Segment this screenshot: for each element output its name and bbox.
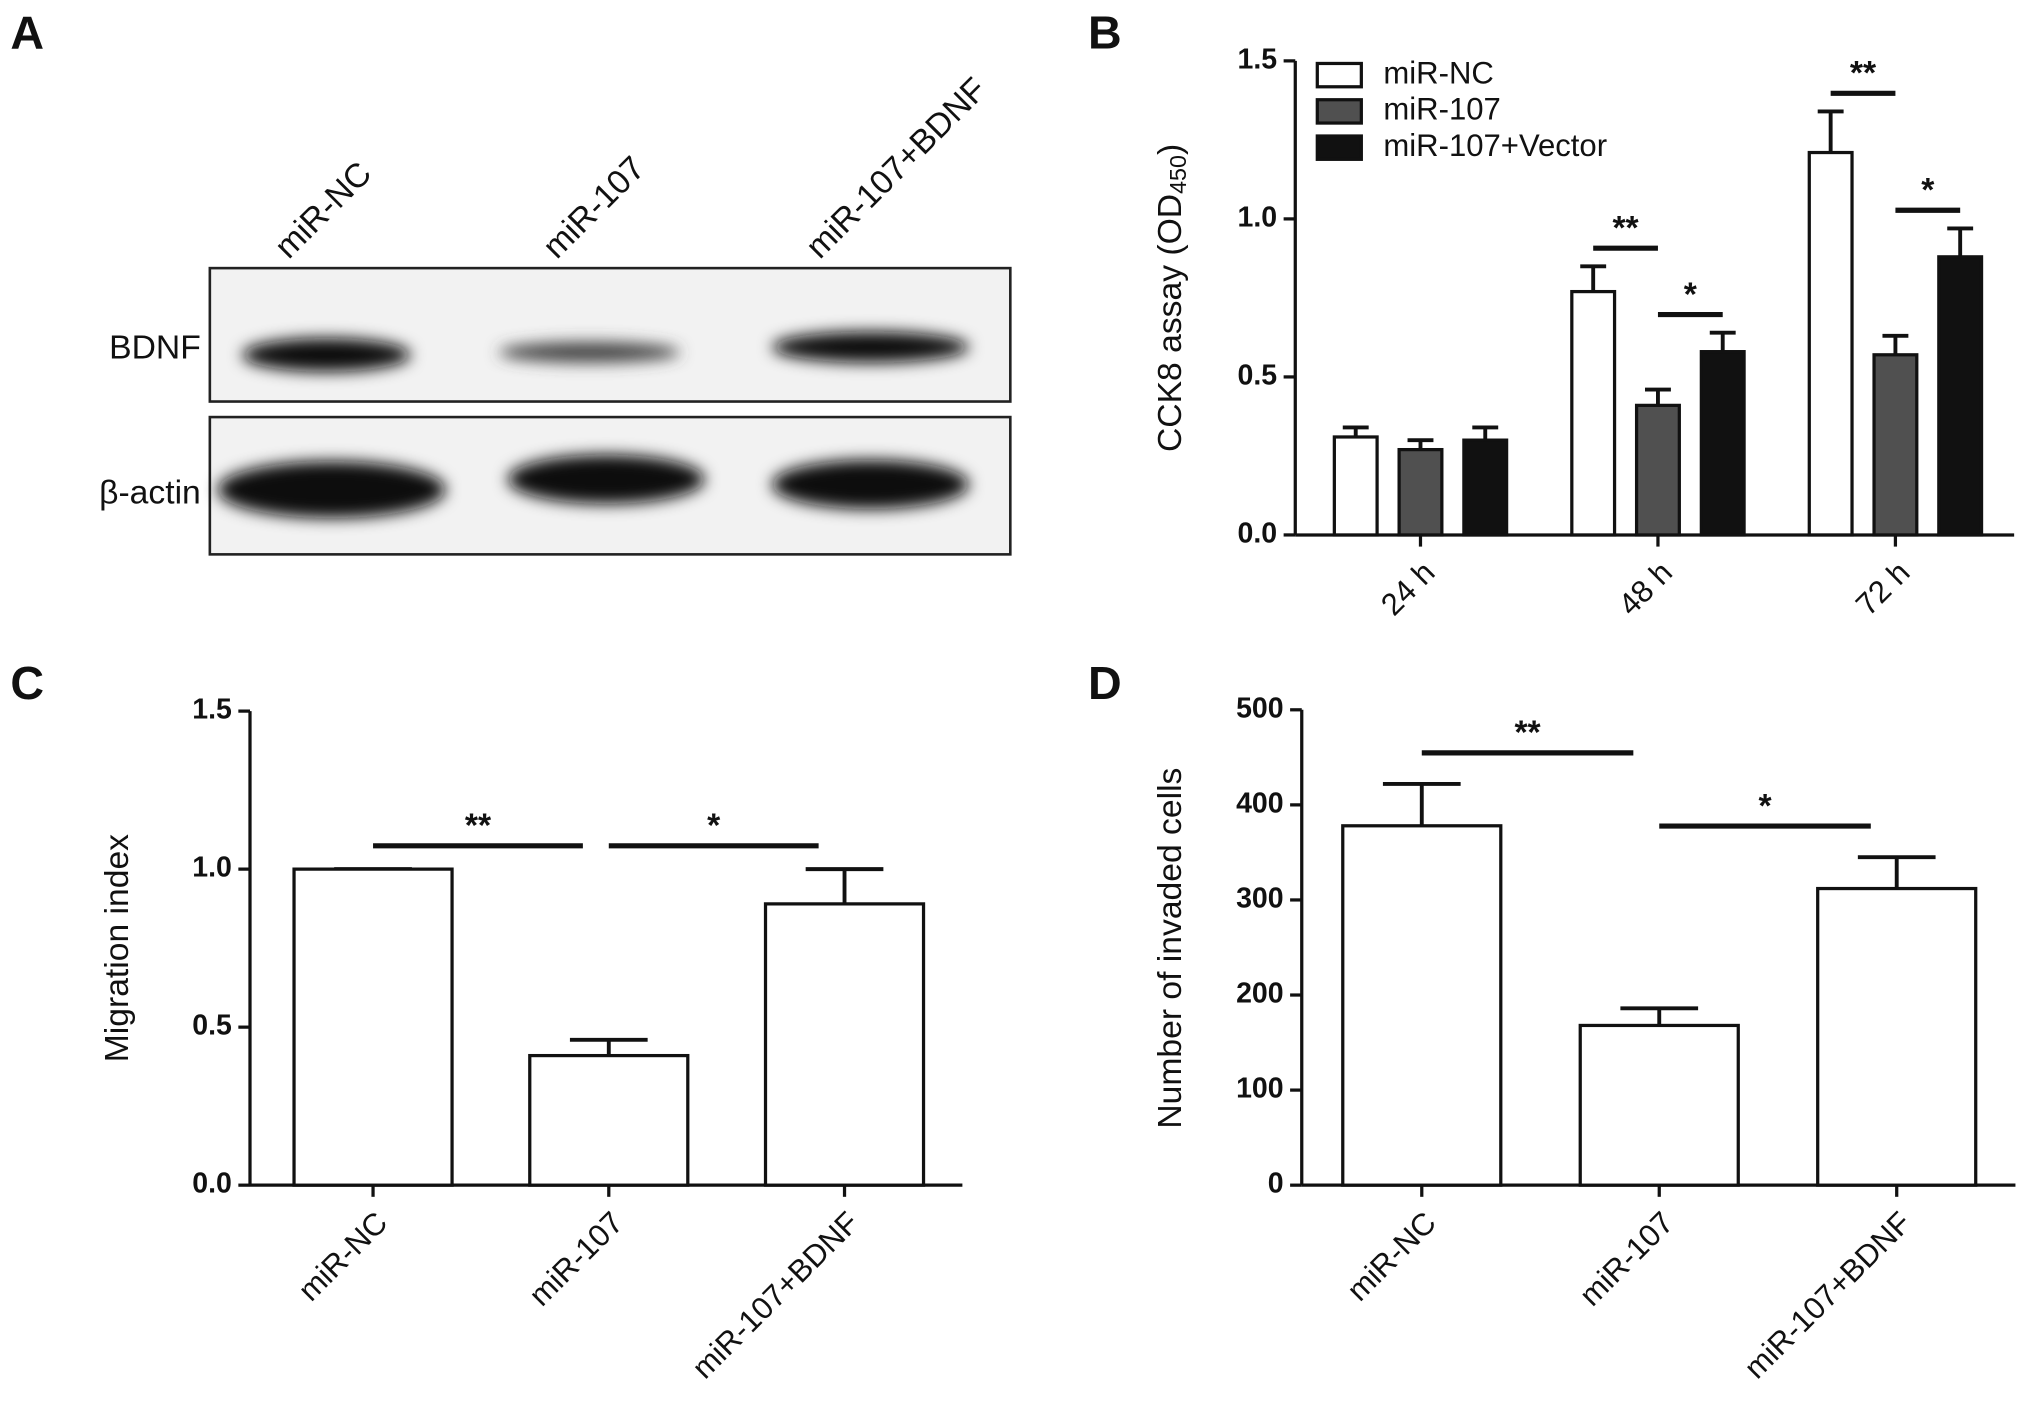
y-tick-label: 100: [1236, 1073, 1284, 1105]
bar: [1937, 255, 1984, 537]
y-axis-label-part: 450: [1165, 155, 1191, 194]
x-tick-label: miR-107: [1573, 1205, 1681, 1313]
y-tick-label: 0.0: [192, 1168, 232, 1200]
bar: [1807, 150, 1854, 537]
lane-label: miR-107+BDNF: [799, 71, 994, 266]
x-tick-label: 24 h: [1374, 555, 1442, 623]
legend-swatch: [1315, 134, 1363, 161]
blot-bands: [217, 331, 969, 519]
significance-label: **: [1612, 210, 1639, 247]
y-axis-label: Number of invaded cells: [1152, 768, 1189, 1129]
bar: [292, 867, 454, 1187]
y-tick-label: 0.0: [1238, 517, 1278, 549]
bar: [528, 1053, 690, 1187]
y-tick-label: 1.5: [1238, 43, 1278, 75]
significance-label: **: [1850, 55, 1877, 92]
bar: [1634, 403, 1681, 537]
y-tick-label: 0.5: [1238, 359, 1278, 391]
y-axis-label-part: Number of invaded cells: [1152, 768, 1189, 1129]
bar: [1341, 824, 1503, 1187]
panel-label: C: [10, 657, 44, 709]
row-label: BDNF: [109, 330, 201, 367]
significance-label: **: [1514, 715, 1541, 752]
y-tick-label: 200: [1236, 978, 1284, 1010]
y-axis-label-part: Migration index: [99, 834, 136, 1062]
y-axis-label: CCK8 assay (OD450): [1152, 144, 1191, 452]
bar: [1570, 289, 1617, 537]
bar: [1462, 438, 1509, 537]
bar: [1816, 886, 1978, 1187]
significance-label: *: [1758, 788, 1772, 825]
bar: [763, 902, 926, 1187]
y-axis-label: Migration index: [99, 834, 136, 1062]
panel-label: B: [1088, 7, 1122, 59]
legend-label: miR-107+Vector: [1383, 128, 1607, 163]
bar: [1699, 350, 1746, 537]
significance-label: **: [465, 808, 492, 845]
row-label: β-actin: [99, 475, 201, 512]
x-tick-label: miR-NC: [1340, 1205, 1443, 1308]
blot-panel: A miR-NC miR-107 miR-107+BDNF BDNF β-act…: [10, 7, 1012, 556]
y-tick-label: 300: [1236, 882, 1284, 914]
legend-label: miR-107: [1383, 92, 1500, 127]
y-tick-label: 1.0: [1238, 201, 1278, 233]
y-tick-label: 1.0: [192, 852, 232, 884]
bar: [1397, 447, 1444, 537]
bar: [1872, 353, 1919, 537]
significance-label: *: [1684, 276, 1698, 313]
legend-label: miR-NC: [1383, 55, 1493, 90]
lane-label: miR-NC: [268, 155, 379, 266]
legend-swatch: [1315, 61, 1363, 89]
legend-swatch: [1315, 98, 1363, 125]
significance-label: *: [1921, 172, 1935, 209]
lane-label: miR-107: [536, 150, 652, 266]
y-axis-label-part: CCK8 assay (OD: [1152, 194, 1189, 452]
y-tick-label: 500: [1236, 692, 1284, 724]
x-tick-label: 48 h: [1612, 555, 1680, 623]
panel-label: A: [10, 7, 44, 59]
x-tick-label: miR-107+BDNF: [1737, 1205, 1917, 1385]
y-tick-label: 400: [1236, 787, 1284, 819]
x-tick-label: 72 h: [1849, 555, 1917, 623]
bar: [1578, 1023, 1740, 1187]
y-axis-label-part: ): [1152, 144, 1189, 155]
x-tick-label: miR-107+BDNF: [685, 1205, 865, 1385]
panel-label: D: [1088, 657, 1122, 709]
y-tick-label: 0: [1268, 1168, 1284, 1200]
y-tick-label: 1.5: [192, 694, 232, 726]
x-tick-label: miR-107: [522, 1205, 630, 1313]
y-tick-label: 0.5: [192, 1010, 232, 1042]
bar: [1332, 435, 1379, 537]
significance-label: *: [707, 808, 721, 845]
x-tick-label: miR-NC: [291, 1205, 394, 1308]
